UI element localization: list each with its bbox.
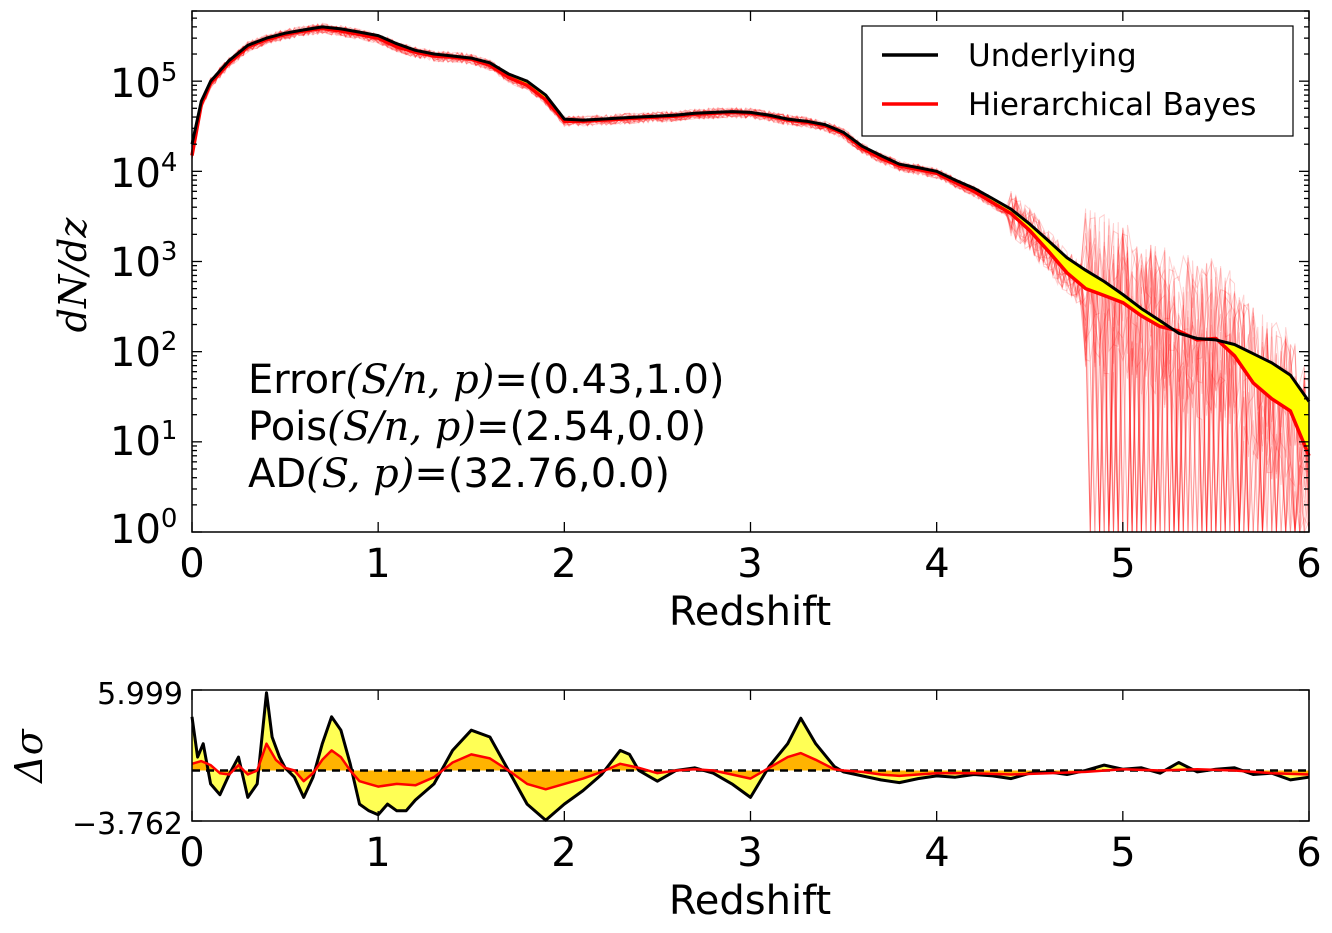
x-tick-labels: 0 1 2 3 4 5 6 (179, 541, 1321, 587)
x-tick-label: 1 (365, 541, 390, 587)
y-axis-title: dN/dz (51, 217, 95, 333)
x-tick-label: 1 (365, 830, 390, 876)
y-tick-labels: 100 101 102 103 104 105 (110, 58, 177, 553)
residual-chart: 5.999 −3.762 0 1 2 3 4 5 6 Redshift Δσ (7, 677, 1322, 924)
y-tick-label: 104 (110, 148, 177, 197)
y-tick-label: 103 (110, 237, 177, 286)
x-tick-label: 2 (551, 541, 576, 587)
x-tick-label: 3 (737, 830, 762, 876)
axis-ticks (191, 10, 1310, 533)
x-tick-label: 6 (1296, 541, 1321, 587)
residual-x-tick-labels: 0 1 2 3 4 5 6 (179, 830, 1321, 876)
legend-label-hierarchical-bayes: Hierarchical Bayes (968, 87, 1256, 123)
x-tick-label: 5 (1110, 541, 1135, 587)
stat-pois: Pois(S/n, p)=(2.54,0.0) (248, 404, 706, 450)
residual-red-line (191, 742, 1310, 791)
y-tick-label: 102 (110, 327, 177, 376)
y-tick-label: 105 (110, 58, 177, 107)
y-tick-label: 101 (110, 416, 177, 465)
y-tick-label: 100 (110, 504, 177, 553)
residual-axis-ticks (191, 689, 1310, 822)
residual-black-line (190, 691, 1310, 822)
legend: Underlying Hierarchical Bayes (861, 25, 1294, 137)
x-tick-label: 0 (179, 830, 204, 876)
y-tick-label-max: 5.999 (97, 677, 183, 712)
legend-label-underlying: Underlying (968, 38, 1137, 74)
x-tick-label: 5 (1110, 830, 1135, 876)
x-tick-label: 3 (737, 541, 762, 587)
y-tick-label-min: −3.762 (72, 807, 183, 842)
residual-y-axis-title: Δσ (7, 728, 51, 784)
main-chart: 100 101 102 103 104 105 0 1 2 3 4 5 6 Re… (51, 10, 1322, 635)
posterior-sample-line (191, 27, 1310, 533)
posterior-sample-line (191, 25, 1310, 533)
x-tick-label: 6 (1296, 830, 1321, 876)
x-tick-label: 0 (179, 541, 204, 587)
x-tick-label: 2 (551, 830, 576, 876)
x-tick-label: 4 (924, 830, 949, 876)
x-axis-title: Redshift (669, 589, 831, 635)
stat-error: Error(S/n, p)=(0.43,1.0) (248, 357, 725, 403)
x-tick-label: 4 (924, 541, 949, 587)
series-underlying-line (190, 25, 1311, 403)
residual-x-axis-title: Redshift (669, 878, 831, 924)
stat-ad: AD(S, p)=(32.76,0.0) (248, 451, 670, 497)
statistics-annotations: Error(S/n, p)=(0.43,1.0) Pois(S/n, p)=(2… (248, 357, 725, 497)
legend-box (861, 25, 1294, 137)
